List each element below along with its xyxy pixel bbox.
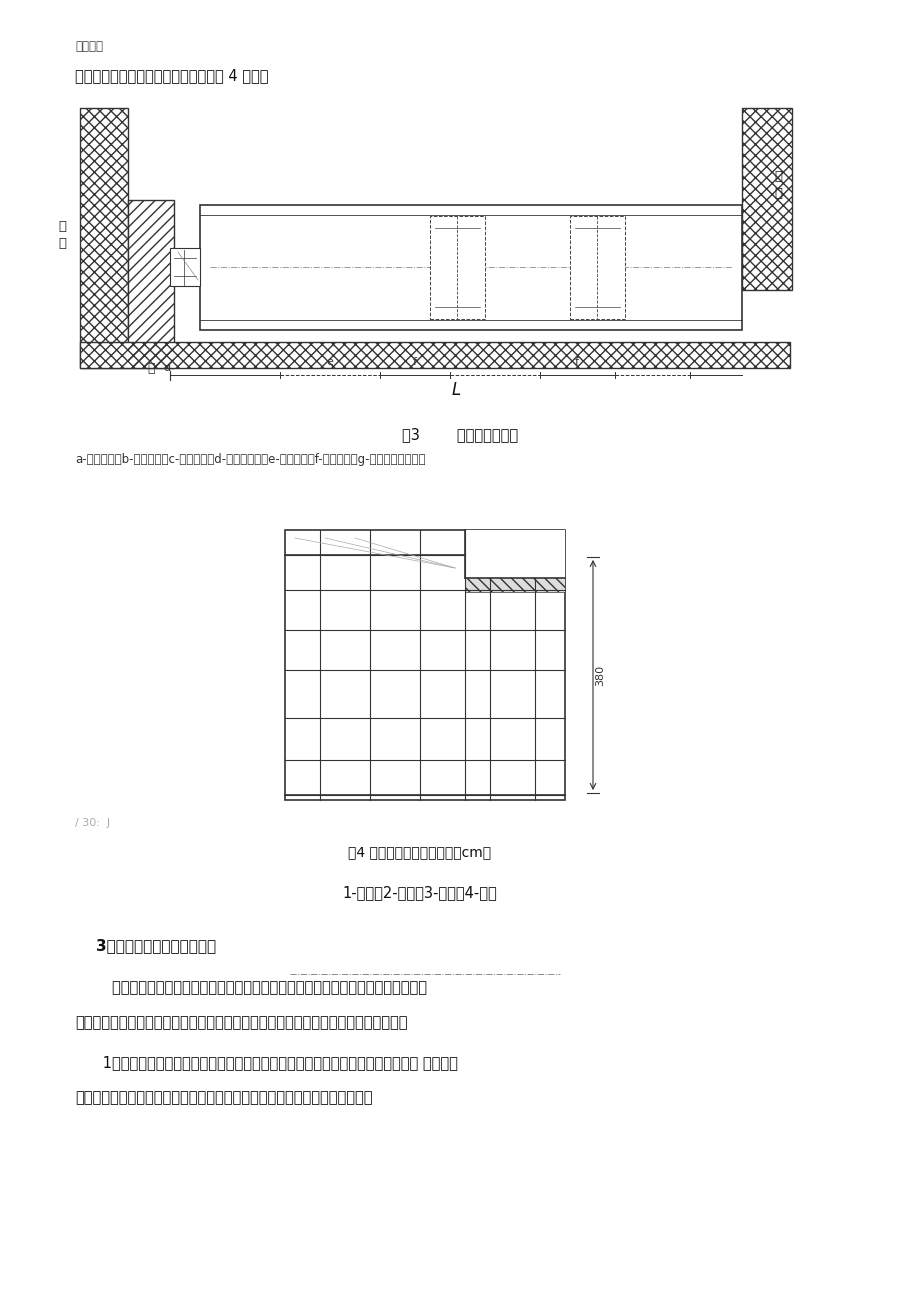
Bar <box>80 341 789 367</box>
Bar <box>285 530 564 800</box>
Bar <box>464 530 564 579</box>
Text: 为了防止工作坑地基沉降，导致管道顶进位置误差过大，应在坑底修筑基础或加固: 为了防止工作坑地基沉降，导致管道顶进位置误差过大，应在坑底修筑基础或加固 <box>75 980 426 995</box>
Text: 精品文档: 精品文档 <box>75 40 103 53</box>
Bar <box>464 579 564 592</box>
Bar <box>570 216 624 319</box>
Bar <box>742 108 791 291</box>
Bar <box>80 341 789 367</box>
Bar <box>464 579 564 592</box>
Text: / 30:  J: / 30: J <box>75 818 110 827</box>
Bar <box>80 108 128 367</box>
Bar <box>80 108 128 367</box>
Text: 不稳定的工作坑坑壁应加设支撑，如图 4 所示。: 不稳定的工作坑坑壁应加设支撑，如图 4 所示。 <box>75 68 268 83</box>
Text: 少，可在方木上直接铺设导轨，方木根据需要可密铺或疏铺。这种方法是目前: 少，可在方木上直接铺设导轨，方木根据需要可密铺或疏铺。这种方法是目前 <box>75 1091 372 1105</box>
Bar <box>128 199 174 367</box>
Text: 1-坑壁；2-撑板；3-横木；4-撑杠: 1-坑壁；2-撑板；3-横木；4-撑杠 <box>342 885 497 900</box>
Text: f: f <box>413 357 416 367</box>
Bar <box>170 248 199 285</box>
Bar <box>128 199 174 367</box>
Bar <box>429 216 484 319</box>
Text: f: f <box>574 357 578 367</box>
Text: 图4 工作坑坑壁支撑（单位：cm）: 图4 工作坑坑壁支撑（单位：cm） <box>348 846 491 859</box>
Text: 土
壤: 土 壤 <box>58 220 66 250</box>
Text: a-后背宽度；b-立铁宽度；c-横铁宽度；d-千斤顶长度；e-顺铁长度；f-单节管长；g-已顶入的管子全长: a-后背宽度；b-立铁宽度；c-横铁宽度；d-千斤顶长度；e-顺铁长度；f-单节… <box>75 453 425 466</box>
Text: 380: 380 <box>595 665 605 685</box>
Text: d: d <box>163 364 170 373</box>
Text: 土
壤: 土 壤 <box>773 169 781 199</box>
Text: 3、顶管工作坑的基础与导轨: 3、顶管工作坑的基础与导轨 <box>75 938 216 952</box>
Text: 图3        工作坑底的长度: 图3 工作坑底的长度 <box>402 427 517 442</box>
Text: e: e <box>326 357 333 367</box>
Text: 地基。基础的形式取决于坑底土质、管节重量和地下水等因素。一般有以下三种形式：: 地基。基础的形式取决于坑底土质、管节重量和地下水等因素。一般有以下三种形式： <box>75 1015 407 1029</box>
Text: 1）土槽木枕基础。适用于土质较好，又无地下水的工作坑。这种基础施工操作简 便、用料: 1）土槽木枕基础。适用于土质较好，又无地下水的工作坑。这种基础施工操作简 便、用… <box>75 1055 458 1070</box>
Text: L: L <box>451 380 460 399</box>
Bar <box>199 205 742 330</box>
Bar <box>742 108 791 291</box>
Text: 引: 引 <box>147 361 154 374</box>
